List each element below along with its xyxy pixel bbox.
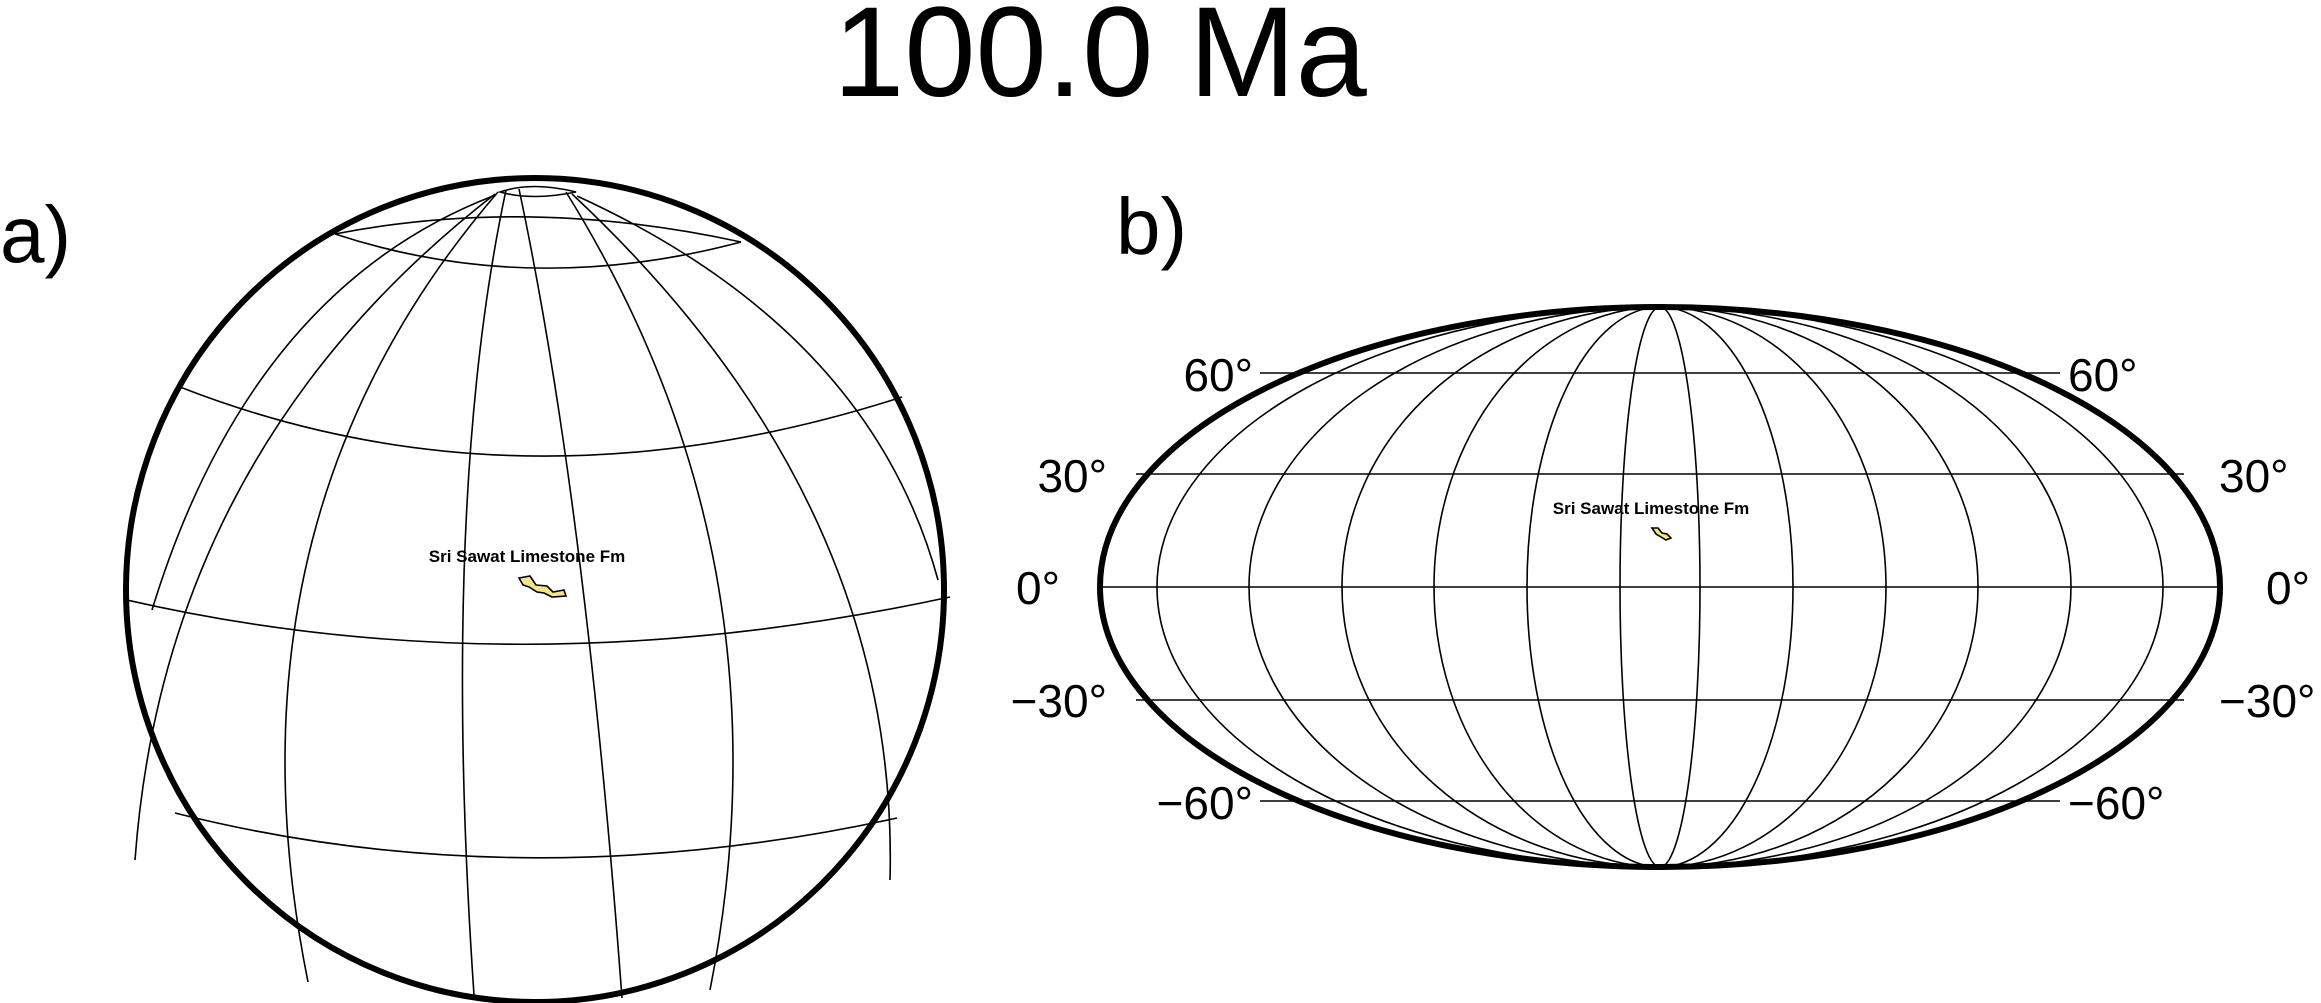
globe-graticule [123, 175, 951, 1003]
panel-a: a) Sri Sawat Limestone Fm [0, 175, 951, 1003]
site-outcrop-a [517, 575, 568, 598]
site-outcrop-b [1650, 527, 1673, 541]
globe-meridian-4 [565, 191, 734, 991]
site-label-b: Sri Sawat Limestone Fm [1553, 499, 1750, 518]
lat-tick-right-0: 0° [2266, 562, 2310, 614]
globe-meridian-6 [571, 193, 892, 881]
panel-a-label: a) [0, 190, 71, 279]
site-label-a: Sri Sawat Limestone Fm [429, 547, 626, 566]
globe-parallel-polar-cap [497, 185, 577, 198]
lat-tick-left-30s: −30° [1011, 675, 1107, 727]
globe-meridian-8 [576, 195, 939, 581]
globe-meridian-2 [518, 188, 623, 999]
globe-meridian-1 [461, 189, 507, 996]
globe-meridian-7 [151, 195, 494, 611]
map-outline [1097, 304, 2223, 870]
globe-parallel-75 [334, 216, 742, 269]
globe-meridian-5 [134, 193, 496, 861]
panel-b: b) 60° 30° 0° −30° −60° 60° 30° 0° [1011, 182, 2315, 870]
lat-tick-left-60s: −60° [1157, 777, 1253, 829]
globe-parallel-45 [179, 386, 903, 457]
lat-tick-left-0: 0° [1016, 562, 1060, 614]
map-graticule [1097, 304, 2223, 870]
globe-parallel-15 [126, 596, 951, 646]
globe-meridian-3 [284, 191, 499, 983]
lat-tick-right-60n: 60° [2068, 349, 2138, 401]
globe-parallel-minus15 [174, 812, 898, 859]
panel-b-label: b) [1116, 182, 1187, 271]
lat-tick-right-30s: −30° [2219, 675, 2315, 727]
lat-tick-right-60s: −60° [2068, 777, 2164, 829]
lat-tick-left-30n: 30° [1037, 450, 1107, 502]
lat-tick-left-60n: 60° [1183, 349, 1253, 401]
lat-tick-right-30n: 30° [2219, 450, 2289, 502]
figure-title: 100.0 Ma [833, 0, 1368, 124]
globe-outline [123, 175, 947, 1003]
